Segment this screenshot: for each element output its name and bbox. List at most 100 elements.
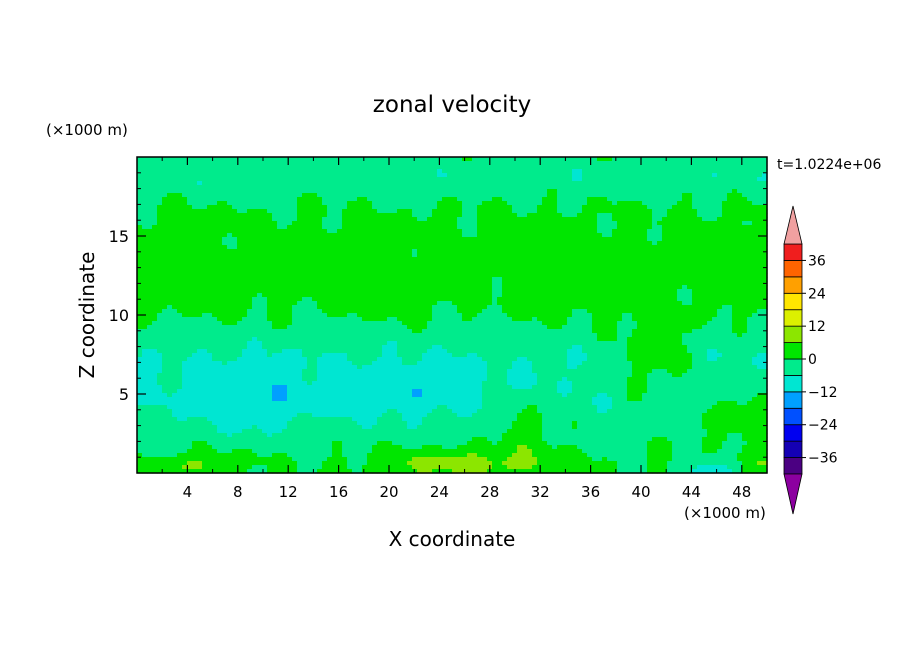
field-cell xyxy=(307,213,313,218)
field-cell xyxy=(467,233,473,238)
field-cell xyxy=(237,225,243,230)
field-cell xyxy=(667,229,673,234)
field-cell xyxy=(602,269,608,274)
field-cell xyxy=(447,201,453,206)
field-cell xyxy=(377,285,383,290)
field-cell xyxy=(427,273,433,278)
field-cell xyxy=(302,233,308,238)
field-cell xyxy=(267,217,273,222)
field-cell xyxy=(202,173,208,178)
field-cell xyxy=(507,249,513,254)
field-cell xyxy=(242,237,248,242)
field-cell xyxy=(652,289,658,294)
field-cell xyxy=(742,205,748,210)
field-cell xyxy=(762,209,768,214)
field-cell xyxy=(592,257,598,262)
field-cell xyxy=(612,181,618,186)
field-cell xyxy=(282,181,288,186)
field-cell xyxy=(502,201,508,206)
field-cell xyxy=(172,233,178,238)
field-cell xyxy=(362,301,368,306)
field-cell xyxy=(352,157,358,162)
field-cell xyxy=(567,225,573,230)
field-cell xyxy=(732,213,738,218)
field-cell xyxy=(612,221,618,226)
field-cell xyxy=(422,269,428,274)
field-cell xyxy=(502,161,508,166)
field-cell xyxy=(192,225,198,230)
field-cell xyxy=(632,161,638,166)
field-cell xyxy=(702,237,708,242)
field-cell xyxy=(512,185,518,190)
field-cell xyxy=(177,205,183,210)
field-cell xyxy=(677,185,683,190)
field-cell xyxy=(217,185,223,190)
field-cell xyxy=(547,169,553,174)
field-cell xyxy=(642,185,648,190)
field-cell xyxy=(437,237,443,242)
field-cell xyxy=(547,293,553,298)
field-cell xyxy=(602,241,608,246)
field-cell xyxy=(597,165,603,170)
field-cell xyxy=(172,293,178,298)
field-cell xyxy=(192,157,198,162)
field-cell xyxy=(372,245,378,250)
field-cell xyxy=(172,161,178,166)
field-cell xyxy=(382,261,388,266)
field-cell xyxy=(167,269,173,274)
field-cell xyxy=(137,173,143,178)
field-cell xyxy=(727,305,733,310)
field-cell xyxy=(507,241,513,246)
field-cell xyxy=(372,273,378,278)
field-cell xyxy=(582,301,588,306)
field-cell xyxy=(612,261,618,266)
field-cell xyxy=(612,245,618,250)
field-cell xyxy=(452,277,458,282)
field-cell xyxy=(317,249,323,254)
field-cell xyxy=(407,281,413,286)
field-cell xyxy=(182,253,188,258)
field-cell xyxy=(492,189,498,194)
field-cell xyxy=(227,177,233,182)
field-cell xyxy=(557,301,563,306)
field-cell xyxy=(437,213,443,218)
field-cell xyxy=(662,265,668,270)
field-cell xyxy=(737,209,743,214)
field-cell xyxy=(657,229,663,234)
field-cell xyxy=(632,289,638,294)
field-cell xyxy=(212,309,218,314)
field-cell xyxy=(152,261,158,266)
field-cell xyxy=(367,269,373,274)
field-cell xyxy=(162,313,168,318)
field-cell xyxy=(312,261,318,266)
field-cell xyxy=(732,229,738,234)
field-cell xyxy=(172,197,178,202)
field-cell xyxy=(672,281,678,286)
field-cell xyxy=(652,229,658,234)
field-cell xyxy=(452,289,458,294)
field-cell xyxy=(412,173,418,178)
field-cell xyxy=(712,157,718,162)
field-cell xyxy=(292,281,298,286)
field-cell xyxy=(532,221,538,226)
field-cell xyxy=(492,289,498,294)
field-cell xyxy=(267,197,273,202)
field-cell xyxy=(492,185,498,190)
field-cell xyxy=(387,285,393,290)
field-cell xyxy=(382,193,388,198)
field-cell xyxy=(542,209,548,214)
field-cell xyxy=(557,185,563,190)
field-cell xyxy=(607,277,613,282)
field-cell xyxy=(487,229,493,234)
field-cell xyxy=(242,253,248,258)
field-cell xyxy=(327,233,333,238)
field-cell xyxy=(242,205,248,210)
field-cell xyxy=(242,269,248,274)
field-cell xyxy=(757,185,763,190)
field-cell xyxy=(147,297,153,302)
field-cell xyxy=(222,265,228,270)
field-cell xyxy=(197,245,203,250)
field-cell xyxy=(607,305,613,310)
field-cell xyxy=(692,301,698,306)
field-cell xyxy=(177,201,183,206)
